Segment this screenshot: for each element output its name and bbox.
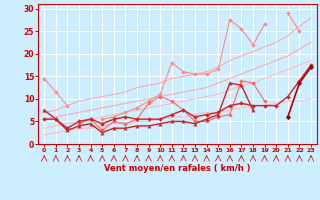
- X-axis label: Vent moyen/en rafales ( km/h ): Vent moyen/en rafales ( km/h ): [104, 164, 251, 173]
